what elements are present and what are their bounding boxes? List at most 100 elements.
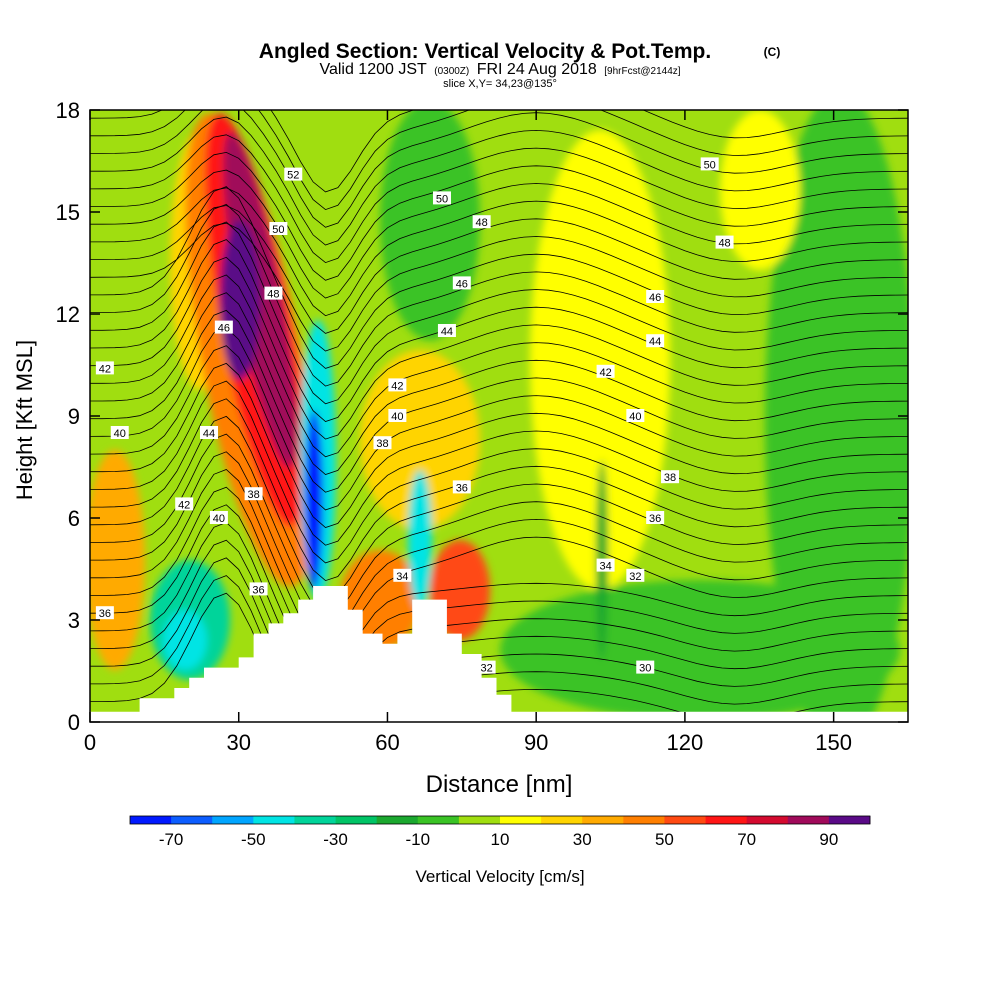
isentrope-line bbox=[90, 203, 908, 387]
isentrope-line bbox=[90, 362, 908, 546]
contour-label-bg bbox=[636, 660, 655, 674]
colorbar-swatch bbox=[253, 816, 295, 824]
contour-label-bg bbox=[700, 157, 719, 171]
isentrope-line bbox=[90, 151, 908, 281]
isentrope-line bbox=[90, 504, 908, 688]
field-yellow-mid bbox=[530, 130, 670, 590]
colorbar-swatch bbox=[335, 816, 378, 824]
colorbar-tick-label: 10 bbox=[491, 830, 510, 849]
x-tick-label: 0 bbox=[84, 730, 96, 755]
contour-label: 42 bbox=[599, 367, 611, 379]
contour-label-bg bbox=[715, 235, 734, 249]
y-tick-label: 15 bbox=[56, 200, 80, 225]
contour-label-bg bbox=[661, 470, 680, 484]
contour-label-bg bbox=[199, 426, 218, 439]
isentrope-line bbox=[90, 116, 908, 246]
slice-info: slice X,Y= 34,23@135° bbox=[443, 78, 557, 90]
contour-label: 44 bbox=[441, 326, 453, 338]
colorbar-swatch bbox=[582, 816, 624, 824]
isentrope-line bbox=[90, 256, 908, 440]
field-yellow-center bbox=[360, 350, 480, 530]
contour-label-bg bbox=[269, 222, 288, 235]
x-tick-label: 90 bbox=[524, 730, 548, 755]
contour-label: 42 bbox=[99, 363, 111, 375]
contour-label: 36 bbox=[456, 482, 468, 494]
colorbar-label: Vertical Velocity [cm/s] bbox=[415, 867, 584, 886]
contour-label-bg bbox=[596, 364, 615, 378]
x-tick-label: 120 bbox=[667, 730, 704, 755]
colorbar: -70 -50 -30 -10 10 30 50 70 90 bbox=[129, 815, 871, 849]
colorbar-swatch bbox=[787, 816, 830, 824]
isentrope-line bbox=[90, 239, 908, 422]
y-tick-label: 3 bbox=[68, 608, 80, 633]
field-updraft-core bbox=[220, 220, 260, 380]
contour-label-bg bbox=[646, 290, 665, 303]
isentrope-line bbox=[90, 451, 908, 635]
contour-label-bg bbox=[626, 568, 645, 582]
contour-label: 38 bbox=[664, 472, 676, 484]
contour-label: 50 bbox=[272, 224, 284, 236]
contour-label-bg bbox=[209, 511, 228, 524]
contour-label-bg bbox=[393, 568, 412, 582]
contour-label-bg bbox=[437, 324, 456, 337]
isentrope-line bbox=[90, 575, 908, 722]
pot-temp-contours bbox=[90, 110, 908, 722]
plot-area: 52 50 48 46 44 42 40 42 40 38 36 36 50 48 46 44 42 40 38 36… bbox=[90, 110, 908, 722]
contour-label: 40 bbox=[629, 411, 641, 423]
contour-label-bg bbox=[452, 480, 471, 494]
isentrope-line bbox=[90, 539, 908, 722]
x-tick-label: 150 bbox=[815, 730, 852, 755]
contour-label-bg bbox=[646, 334, 665, 348]
contour-label-bg bbox=[214, 320, 233, 334]
field-cyan-lowleft bbox=[163, 610, 207, 670]
isentrope-line bbox=[90, 345, 908, 528]
colorbar-tick-label: -70 bbox=[159, 830, 184, 849]
x-tick-label: 30 bbox=[226, 730, 250, 755]
contour-label: 38 bbox=[247, 489, 259, 501]
isentrope-line bbox=[90, 557, 908, 722]
contour-label: 36 bbox=[649, 513, 661, 525]
contour-label: 48 bbox=[267, 289, 279, 301]
colorbar-swatch bbox=[458, 816, 501, 824]
contour-label: 44 bbox=[649, 336, 661, 348]
isentrope-line bbox=[90, 110, 908, 193]
colorbar-swatch bbox=[212, 816, 254, 824]
contour-label: 50 bbox=[436, 193, 448, 205]
contour-label: 44 bbox=[203, 428, 215, 440]
isentrope-line bbox=[90, 292, 908, 475]
contour-label: 42 bbox=[178, 499, 190, 511]
contour-label-bg bbox=[646, 511, 665, 524]
isentrope-line bbox=[90, 398, 908, 582]
isentrope-line bbox=[90, 134, 908, 264]
isentrope-line bbox=[90, 433, 908, 617]
terrain-mask bbox=[90, 586, 908, 722]
colorbar-tick-label: 30 bbox=[573, 830, 592, 849]
contour-label: 50 bbox=[704, 159, 716, 171]
isentrope-line bbox=[90, 469, 908, 652]
contour-label-bg bbox=[95, 606, 114, 620]
contour-label: 30 bbox=[639, 663, 651, 675]
contour-label-bg bbox=[95, 361, 114, 375]
chart-title: Angled Section: Vertical Velocity & Pot.… bbox=[259, 40, 711, 63]
contour-label-bg bbox=[626, 409, 645, 422]
colorbar-tick-label: -50 bbox=[241, 830, 266, 849]
contour-label: 46 bbox=[456, 278, 468, 290]
contour-label: 40 bbox=[114, 428, 126, 440]
contour-label: 46 bbox=[218, 323, 230, 335]
contour-label: 48 bbox=[476, 217, 488, 229]
isentrope-line bbox=[90, 110, 908, 211]
isentrope-line bbox=[90, 274, 908, 458]
contour-label-bg bbox=[264, 286, 283, 300]
colorbar-swatch bbox=[376, 816, 419, 824]
contour-label: 40 bbox=[213, 513, 225, 525]
velocity-field bbox=[90, 110, 908, 722]
isentrope-line bbox=[90, 205, 908, 334]
colorbar-swatch bbox=[705, 816, 748, 824]
colorbar-tick-label: 50 bbox=[655, 830, 674, 849]
colorbar-frame bbox=[129, 815, 871, 825]
contour-label: 36 bbox=[252, 584, 264, 596]
contour-label: 34 bbox=[599, 561, 611, 573]
field-green-lower bbox=[500, 580, 900, 720]
y-tick-label: 0 bbox=[68, 710, 80, 735]
